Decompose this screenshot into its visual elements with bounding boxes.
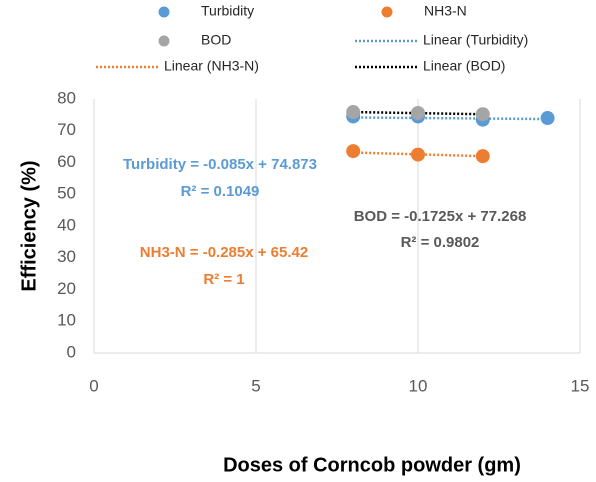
point (346, 144, 361, 159)
y-tick-label: 0 (67, 342, 76, 361)
point (475, 149, 490, 164)
x-tick-label: 0 (89, 376, 98, 395)
y-tick-label: 70 (57, 120, 76, 139)
x-tick-label: 15 (571, 376, 590, 395)
trendline-equation: NH3-N = -0.285x + 65.42 (140, 244, 308, 261)
y-tick-label: 50 (57, 184, 76, 203)
trendline-equation: R² = 0.1049 (181, 183, 260, 200)
legend-label: BOD (201, 32, 231, 48)
trendline (353, 116, 548, 121)
point (475, 107, 490, 122)
trendline-equation: R² = 0.9802 (401, 234, 480, 251)
y-axis-title: Efficiency (%) (18, 160, 40, 291)
point (411, 147, 425, 162)
legend-label: Linear (Turbidity) (423, 32, 528, 48)
y-tick-label: 60 (57, 152, 76, 171)
y-tick-label: 10 (57, 311, 76, 330)
y-tick-label: 20 (57, 279, 76, 298)
y-tick-label: 80 (57, 88, 76, 107)
legend-label: Linear (BOD) (423, 58, 505, 74)
legend-marker (158, 6, 170, 18)
trendline-equation: Turbidity = -0.085x + 74.873 (123, 156, 317, 173)
legend-label: Turbidity (201, 3, 254, 19)
point (346, 105, 361, 120)
legend-marker (158, 35, 170, 47)
x-tick-label: 10 (409, 376, 428, 395)
point (540, 111, 555, 126)
point (411, 105, 425, 120)
legend-label: Linear (NH3-N) (164, 58, 259, 74)
legend-marker (381, 6, 393, 18)
y-tick-label: 40 (57, 215, 76, 234)
legend-label: NH3-N (424, 3, 467, 19)
x-tick-label: 5 (251, 376, 260, 395)
trendline-equation: BOD = -0.1725x + 77.268 (354, 208, 527, 225)
trendline-equation: R² = 1 (203, 271, 244, 288)
y-tick-label: 30 (57, 247, 76, 266)
x-axis-title: Doses of Corncob powder (gm) (223, 454, 521, 476)
